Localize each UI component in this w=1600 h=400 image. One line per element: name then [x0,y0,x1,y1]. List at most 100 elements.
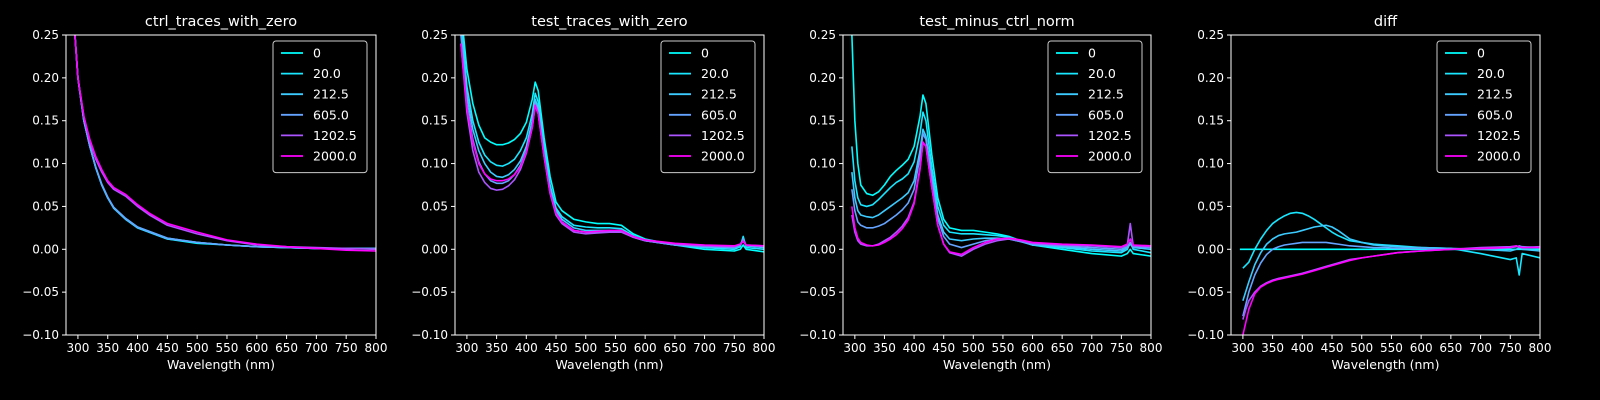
legend: 0 20.0 212.5 605.0 1202.5 2000.0 [272,40,368,174]
x-tick-label: 500 [574,341,597,355]
x-tick-label: 750 [1499,341,1522,355]
legend-label: 0 [1477,46,1485,61]
y-tick-label: −0.10 [22,328,59,342]
x-axis-label: Wavelength (nm) [556,357,664,372]
series-group [1239,211,1540,335]
legend-label: 20.0 [313,66,341,81]
series-line-0 [462,35,764,253]
x-tick-label: 450 [1321,341,1344,355]
legend-label: 212.5 [1477,87,1513,102]
x-tick-label: 550 [216,341,239,355]
series-group [851,35,1151,257]
y-tick-label: 0.25 [1197,28,1224,42]
series-line-2000.0 [1242,245,1540,335]
legend: 0 20.0 212.5 605.0 1202.5 2000.0 [1047,40,1143,174]
legend-label: 0 [1088,46,1096,61]
chart-title: ctrl_traces_with_zero [145,14,297,30]
y-tick-label: −0.10 [799,328,836,342]
y-tick-label: 0.15 [1197,114,1224,128]
x-tick-label: 550 [991,341,1014,355]
x-tick-label: 450 [156,341,179,355]
x-tick-label: 650 [663,341,686,355]
legend-label: 2000.0 [1477,149,1521,164]
x-tick-label: 500 [1350,341,1373,355]
y-tick-label: 0.00 [32,242,59,256]
legend-label: 20.0 [701,66,729,81]
y-tick-label: −0.05 [799,285,836,299]
y-tick-label: 0.25 [809,28,836,42]
y-tick-label: 0.25 [421,28,448,42]
y-tick-label: −0.10 [1187,328,1224,342]
x-tick-label: 750 [335,341,358,355]
axes-frame [454,34,765,336]
series-line-2000.0 [460,43,764,247]
axes-frame [1230,34,1541,336]
series-group [74,35,376,252]
x-tick-label: 400 [1291,341,1314,355]
x-tick-label: 400 [126,341,149,355]
legend-label: 605.0 [1088,107,1124,122]
x-tick-label: 650 [275,341,298,355]
x-tick-label: 400 [903,341,926,355]
chart-title: diff [1374,14,1398,30]
x-tick-label: 650 [1051,341,1074,355]
legend-label: 212.5 [1088,87,1124,102]
series-line-20.0 [1242,211,1540,276]
y-tick-label: 0.10 [1197,157,1224,171]
legend-label: 20.0 [1088,66,1116,81]
x-tick-label: 350 [485,341,508,355]
y-tick-label: 0.15 [421,114,448,128]
chart-panel-3: test_minus_ctrl_norm 300 350 400 450 500 550 60… [799,14,1162,372]
legend-label: 0 [701,46,709,61]
x-axis-label: Wavelength (nm) [943,357,1051,372]
chart-panel-2: test_traces_with_zero 300 350 400 450 500 550 6… [411,14,775,372]
y-tick-label: 0.10 [421,157,448,171]
x-tick-label: 800 [365,341,388,355]
y-tick-label: 0.05 [809,199,836,213]
x-tick-label: 700 [1469,341,1492,355]
x-tick-label: 300 [66,341,89,355]
legend-label: 1202.5 [1088,128,1132,143]
series-line-605.0 [851,132,1151,251]
x-tick-label: 700 [693,341,716,355]
y-tick-label: −0.10 [411,328,448,342]
chart-title: test_minus_ctrl_norm [919,14,1074,30]
x-tick-label: 800 [1529,341,1552,355]
series-line-0 [851,35,1151,257]
y-tick-label: 0.00 [1197,242,1224,256]
x-tick-label: 350 [96,341,119,355]
y-tick-label: 0.20 [1197,71,1224,85]
legend-label: 1202.5 [701,128,745,143]
legend-label: 2000.0 [313,149,357,164]
x-tick-label: 800 [1140,341,1163,355]
x-tick-label: 600 [245,341,268,355]
x-axis-label: Wavelength (nm) [1332,357,1440,372]
y-tick-label: 0.15 [809,114,836,128]
x-tick-label: 450 [545,341,568,355]
y-tick-label: 0.05 [32,199,59,213]
legend-label: 20.0 [1477,66,1505,81]
y-tick-label: −0.05 [411,285,448,299]
legend-label: 1202.5 [1477,128,1521,143]
y-tick-label: 0.05 [421,199,448,213]
x-tick-label: 600 [634,341,657,355]
x-tick-label: 550 [604,341,627,355]
series-line-2000.0 [74,35,376,252]
y-tick-label: 0.20 [421,71,448,85]
x-tick-label: 500 [962,341,985,355]
series-line-212.5 [1242,224,1540,301]
y-tick-label: 0.20 [32,71,59,85]
x-tick-label: 600 [1410,341,1433,355]
y-tick-label: 0.00 [421,242,448,256]
x-axis-label: Wavelength (nm) [167,357,275,372]
series-line-20.0 [851,111,1151,254]
axes-frame [842,34,1152,336]
series-line-2000.0 [851,141,1151,256]
legend: 0 20.0 212.5 605.0 1202.5 2000.0 [660,40,756,174]
chart-panel-4: diff 300 350 400 450 500 550 600 650 700 750 800 −0.… [1187,14,1551,372]
series-group [460,35,764,253]
y-tick-label: 0.10 [809,157,836,171]
y-tick-label: 0.25 [32,28,59,42]
y-tick-label: 0.10 [32,157,59,171]
legend-label: 605.0 [701,107,737,122]
